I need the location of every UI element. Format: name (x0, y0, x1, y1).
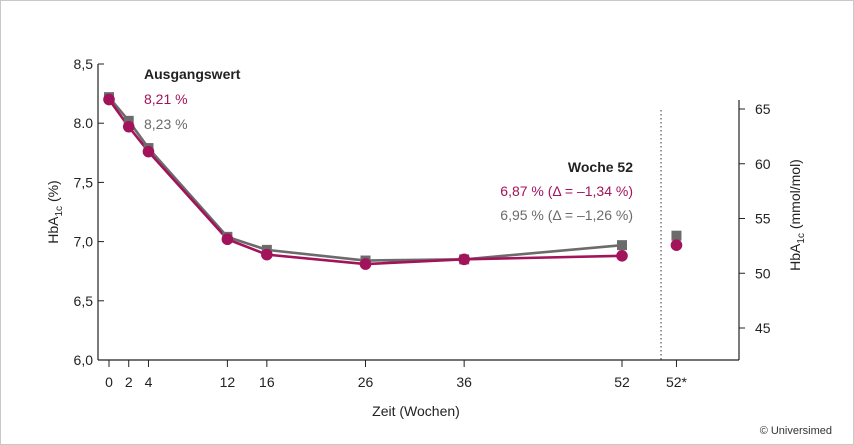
left-tick-label: 7,0 (74, 234, 94, 250)
week52-annotation-line2: 6,95 % (Δ = –1,26 %) (500, 207, 633, 223)
left-tick-label: 7,5 (74, 174, 94, 190)
series-2-point (616, 250, 628, 262)
series-2-point (122, 120, 135, 133)
series-2-point (221, 233, 234, 246)
week52-annotation-title: Woche 52 (568, 159, 633, 175)
x-tick-label: 36 (456, 374, 472, 390)
x-tick-label: 12 (220, 374, 236, 390)
left-tick-label: 8.0 (74, 115, 94, 131)
left-tick-label: 8,5 (74, 56, 94, 72)
x-tick-label: 4 (145, 374, 153, 390)
x-tick-label: 2 (125, 374, 133, 390)
copyright-credit: © Universimed (759, 425, 832, 437)
right-tick-label: 60 (755, 156, 771, 172)
x-tick-label: 26 (358, 374, 374, 390)
left-tick-label: 6,5 (74, 293, 94, 309)
week52-annotation-line1: 6,87 % (Δ = –1,34 %) (500, 183, 633, 199)
series-1-point (123, 115, 134, 126)
x-tick-label: 52* (666, 374, 688, 390)
x-tick-label: 52 (614, 374, 630, 390)
series-2-point (359, 258, 372, 270)
series-2-point (142, 145, 155, 158)
series-2-point (261, 248, 273, 261)
baseline-annotation-line1: 8,21 % (144, 91, 188, 107)
right-tick-label: 45 (755, 320, 771, 336)
baseline-annotation-line2: 8,23 % (144, 116, 188, 132)
x-tick-label: 16 (259, 374, 275, 390)
series-1-point (617, 240, 627, 251)
right-tick-label: 50 (755, 265, 771, 281)
series-1-extra-point (671, 230, 682, 241)
series-2-point (103, 93, 115, 106)
series-2-point (458, 253, 470, 266)
right-tick-label: 65 (755, 101, 771, 117)
baseline-annotation-title: Ausgangswert (144, 66, 241, 82)
right-tick-label: 55 (755, 211, 771, 227)
left-tick-label: 6,0 (74, 352, 94, 368)
x-axis-title: Zeit (Wochen) (372, 403, 460, 419)
series-2-extra-point (670, 239, 683, 251)
right-y-axis-title: HbA1c (mmol/mol) (787, 159, 807, 271)
left-y-axis-title: HbA1c (%) (45, 180, 65, 243)
x-tick-label: 0 (105, 374, 113, 390)
